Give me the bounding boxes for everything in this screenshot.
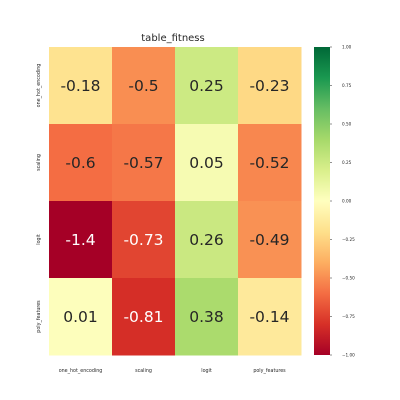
column-tick-label: logit	[201, 368, 212, 374]
cell-value-label: -0.52	[249, 154, 289, 172]
heatmap-cell	[112, 47, 176, 125]
colorbar-tick-label: −0.25	[342, 237, 355, 242]
heatmap-cell	[238, 124, 302, 202]
cell-value-label: -0.14	[249, 308, 289, 326]
colorbar-tick-label: 0.50	[342, 122, 352, 127]
colorbar-tick-label: −0.50	[342, 276, 355, 281]
heatmap-cell	[112, 124, 176, 202]
colorbar-tick-label: 0.75	[342, 83, 352, 88]
colorbar	[314, 47, 330, 355]
cell-value-label: -0.73	[123, 231, 163, 249]
cell-value-label: 0.26	[189, 231, 224, 249]
colorbar-ticks: 1.00 0.75 0.50 0.25 0.00 −0.25 −0.50 −0.75 −1.00	[330, 45, 355, 358]
heatmap-cell	[175, 201, 239, 279]
heatmap-cell	[49, 124, 113, 202]
cell-value-label: -0.57	[123, 154, 163, 172]
heatmap-cell	[238, 278, 302, 356]
heatmap-cell	[175, 278, 239, 356]
cell-value-label: -0.18	[60, 77, 100, 95]
column-tick-label: scaling	[135, 368, 152, 374]
chart-title: table_fitness	[141, 33, 204, 44]
column-tick-label: poly_features	[253, 368, 286, 374]
cell-value-label: -0.49	[249, 231, 289, 249]
heatmap-cell	[112, 278, 176, 356]
cell-value-label: -1.4	[65, 231, 95, 249]
cell-value-label: -0.81	[123, 308, 163, 326]
cell-value-label: 0.01	[63, 308, 98, 326]
column-tick-labels: one_hot_encoding scaling logit poly_feature…	[59, 368, 286, 374]
row-tick-label: poly_features	[36, 300, 42, 333]
cell-value-label: 0.38	[189, 308, 224, 326]
heatmap-cell	[112, 201, 176, 279]
heatmap-cell	[175, 124, 239, 202]
row-tick-label: one_hot_encoding	[36, 64, 42, 108]
cell-value-label: -0.23	[249, 77, 289, 95]
heatmap-cell	[49, 47, 113, 125]
colorbar-tick-label: −0.75	[342, 314, 355, 319]
colorbar-tick-label: 0.00	[342, 199, 352, 204]
cell-value-label: 0.05	[189, 154, 224, 172]
colorbar-tick-label: 1.00	[342, 45, 352, 50]
cell-value-label: -0.6	[65, 154, 95, 172]
heatmap-cell	[175, 47, 239, 125]
heatmap-cells: -0.18 -0.5 0.25 -0.23 -0.6 -0.57 0.05 -0.52 -1.4…	[49, 47, 302, 356]
cell-value-label: -0.5	[128, 77, 158, 95]
heatmap-cell	[238, 47, 302, 125]
heatmap-cell	[238, 201, 302, 279]
heatmap-cell	[49, 201, 113, 279]
heatmap-cell	[49, 278, 113, 356]
row-tick-label: scaling	[36, 154, 42, 171]
colorbar-tick-label: −1.00	[342, 353, 355, 358]
colorbar-tick-label: 0.25	[342, 160, 352, 165]
row-tick-label: logit	[36, 234, 42, 245]
cell-value-label: 0.25	[189, 77, 224, 95]
column-tick-label: one_hot_encoding	[59, 368, 103, 374]
